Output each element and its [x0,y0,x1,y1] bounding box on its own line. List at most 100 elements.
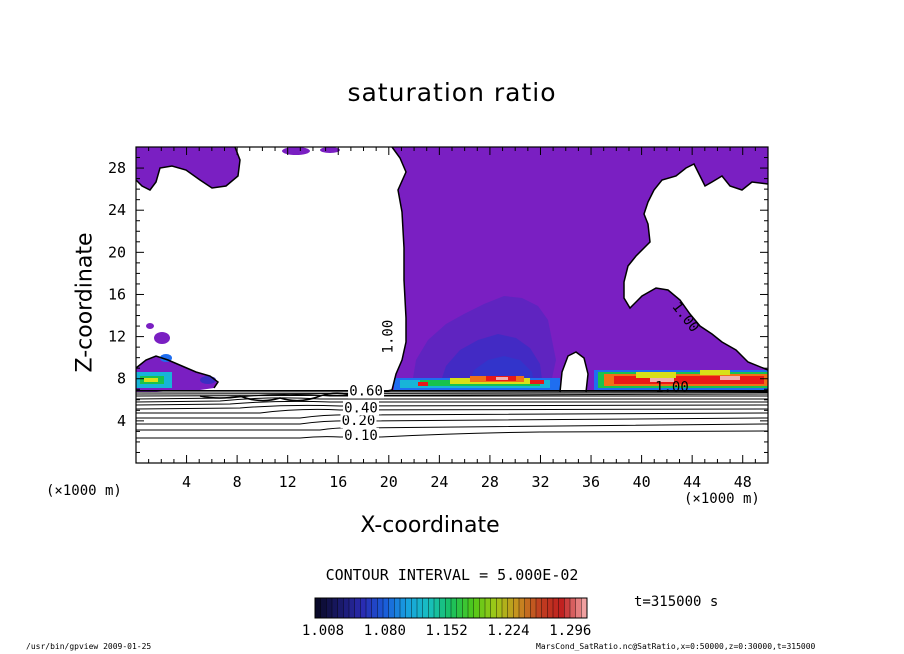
colorbar-segment [468,598,474,618]
colorbar-segment [507,598,514,618]
colorbar: 1.008 1.080 1.152 1.224 1.296 [302,597,591,639]
x-unit-label-left: (×1000 m) [46,483,122,499]
colorbar-segment [445,598,452,618]
colorbar-segment [388,598,395,618]
colorbar-segment [411,598,418,618]
contour-lines-saturation [136,147,768,402]
colorbar-segment [405,598,412,618]
colorbar-segment [496,598,503,618]
time-label: t=315000 s [634,594,719,610]
colorbar-segment [541,598,548,618]
y-tick-label: 16 [108,285,126,303]
colorbar-segment [547,598,554,618]
x-tick-label: 44 [683,473,701,491]
y-tick-label: 20 [108,243,126,261]
footer-right: MarsCond_SatRatio.nc@SatRatio,x=0:50000,… [536,642,816,651]
colorbar-segment [473,598,480,618]
colorbar-frame [314,597,588,619]
x-axis-ticks: 4 8 12 16 20 24 28 32 36 40 44 48 [135,147,769,491]
plot-area [136,147,768,439]
x-tick-label: 12 [279,473,297,491]
colorbar-segment [326,598,333,618]
y-tick-label: 24 [108,201,126,219]
x-tick-label: 32 [531,473,549,491]
colorbar-segment [354,598,361,618]
colorbar-segment [490,598,497,618]
x-tick-label: 28 [481,473,499,491]
colorbar-segment [366,598,372,618]
colorbar-segment [451,598,457,618]
y-tick-label: 8 [117,370,126,388]
colorbar-segment [536,598,542,618]
x-unit-label-right: (×1000 m) [684,491,760,507]
colorbar-tick-label: 1.080 [364,623,406,639]
colorbar-segment [513,598,520,618]
y-tick-label: 12 [108,328,126,346]
colorbar-segment [530,598,537,618]
colorbar-segment [570,598,576,618]
x-tick-label: 4 [182,473,191,491]
x-tick-label: 36 [582,473,600,491]
colorbar-segment [524,598,531,618]
supersaturation-band-center [394,376,560,390]
colorbar-segment [581,598,588,618]
contour-label-bg [348,383,385,399]
x-tick-label: 8 [233,473,242,491]
contour-interval-text: CONTOUR INTERVAL = 5.000E-02 [325,566,579,584]
colorbar-segment [575,598,582,618]
y-tick-label: 28 [108,159,126,177]
saturated-region-left [136,147,240,190]
colorbar-segment [564,598,571,618]
colorbar-segment [371,598,378,618]
colorbar-segment [343,598,350,618]
colorbar-segment [479,598,486,618]
y-tick-label: 4 [117,412,126,430]
x-axis-label: X-coordinate [360,513,500,538]
colorbar-segment [337,598,344,618]
colorbar-tick-label: 1.152 [426,623,468,639]
contour-label: 1.00 [381,320,397,354]
contour-label: 0.10 [344,428,378,444]
colorbar-tick-label: 1.296 [549,623,591,639]
colorbar-segment [456,598,463,618]
footer-left: /usr/bin/gpview 2009-01-25 [26,642,152,651]
colorbar-segment [315,598,321,618]
contour-label: 1.00 [655,379,689,395]
colorbar-segment [320,598,327,618]
x-tick-label: 48 [734,473,752,491]
contour-label-bg [342,427,379,443]
supersaturation-band-left [136,354,216,388]
contour-label-bg [342,400,379,416]
colorbar-segment [485,598,491,618]
colorbar-segment [360,598,367,618]
colorbar-segment [439,598,446,618]
contour-label: 0.60 [349,384,383,400]
supersaturation-band-right [594,370,768,390]
colorbar-segment [417,598,423,618]
x-tick-label: 40 [633,473,651,491]
colorbar-segment [428,598,435,618]
colorbar-segment [377,598,384,618]
colorbar-segment [553,598,559,618]
colorbar-tick-label: 1.008 [302,623,344,639]
contour-label-bg [340,413,377,429]
colorbar-segment [349,598,355,618]
y-axis-ticks: 4 8 12 16 20 24 28 [108,146,768,464]
x-tick-label: 24 [430,473,448,491]
contour-label: 0.20 [342,413,376,429]
x-tick-label: 16 [329,473,347,491]
contour-lines-lower [136,390,768,439]
colorbar-segment [434,598,440,618]
colorbar-segment [502,598,508,618]
x-tick-label: 20 [380,473,398,491]
colorbar-segment [394,598,401,618]
contour-label: 0.40 [344,400,378,416]
colorbar-segment [383,598,389,618]
saturated-blobs-top [146,147,340,344]
colorbar-segment [558,598,565,618]
colorbar-segment [462,598,469,618]
colorbar-tick-label: 1.224 [487,623,529,639]
unsaturated-gap [560,352,588,392]
colorbar-segment [519,598,525,618]
